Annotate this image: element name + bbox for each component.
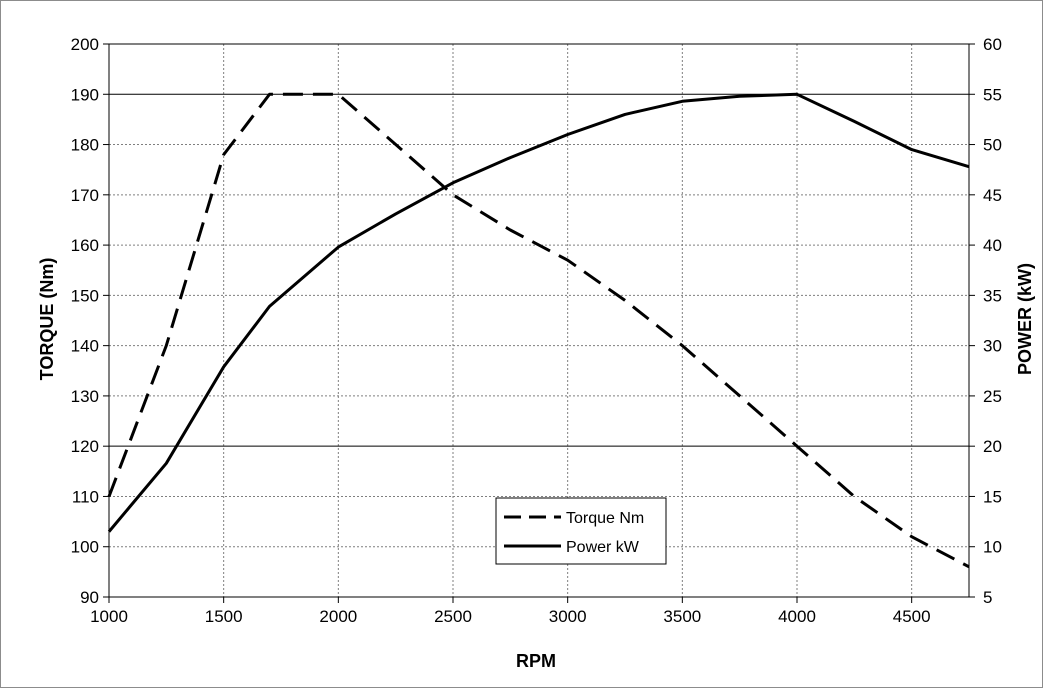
y-right-tick-label: 35 (983, 286, 1002, 305)
y-right-tick-label: 40 (983, 236, 1002, 255)
series-layer (107, 92, 970, 569)
x-tick-label: 1500 (205, 607, 243, 626)
y-left-tick-label: 140 (71, 337, 99, 356)
legend-label-power: Power kW (566, 539, 640, 556)
x-tick-label: 3500 (663, 607, 701, 626)
y-left-tick-label: 200 (71, 35, 99, 54)
y-right-tick-label: 20 (983, 437, 1002, 456)
y-right-tick-label: 15 (983, 487, 1002, 506)
x-tick-label: 1000 (90, 607, 128, 626)
legend-label-torque: Torque Nm (566, 510, 644, 527)
y-right-tick-label: 60 (983, 35, 1002, 54)
x-tick-label: 2000 (319, 607, 357, 626)
legend-box (495, 497, 667, 565)
y-left-tick-label: 180 (71, 136, 99, 155)
y-right-tick-label: 25 (983, 387, 1002, 406)
y-left-tick-label: 90 (80, 588, 99, 607)
y-right-tick-label: 50 (983, 136, 1002, 155)
x-tick-label: 4000 (778, 607, 816, 626)
y-right-tick-label: 5 (983, 588, 992, 607)
series-line-power (107, 92, 970, 533)
series-line-torque (107, 92, 970, 569)
plot-border (108, 43, 970, 598)
y-left-tick-label: 160 (71, 236, 99, 255)
x-axis-title: RPM (516, 651, 556, 671)
tick-labels: 1000 1500 2000 2500 3000 3500 4000 4500 90 100 110… (71, 35, 1002, 626)
y-left-tick-label: 130 (71, 387, 99, 406)
x-tick-label: 4500 (893, 607, 931, 626)
axes (103, 43, 975, 603)
y-left-tick-label: 100 (71, 538, 99, 557)
y-left-tick-label: 150 (71, 286, 99, 305)
y-right-tick-label: 45 (983, 186, 1002, 205)
y-left-tick-label: 190 (71, 85, 99, 104)
y-left-tick-label: 110 (72, 487, 99, 506)
y-axis-title-left: TORQUE (Nm) (37, 258, 57, 381)
y-right-tick-label: 55 (983, 85, 1002, 104)
y-left-tick-label: 170 (71, 186, 99, 205)
legend: Torque Nm Power kW (495, 497, 667, 565)
y-right-tick-label: 30 (983, 337, 1002, 356)
x-tick-label: 3000 (549, 607, 587, 626)
y-left-tick-label: 120 (71, 437, 99, 456)
y-right-tick-label: 10 (983, 538, 1002, 557)
y-axis-title-right: POWER (kW) (1015, 263, 1035, 375)
x-tick-label: 2500 (434, 607, 472, 626)
